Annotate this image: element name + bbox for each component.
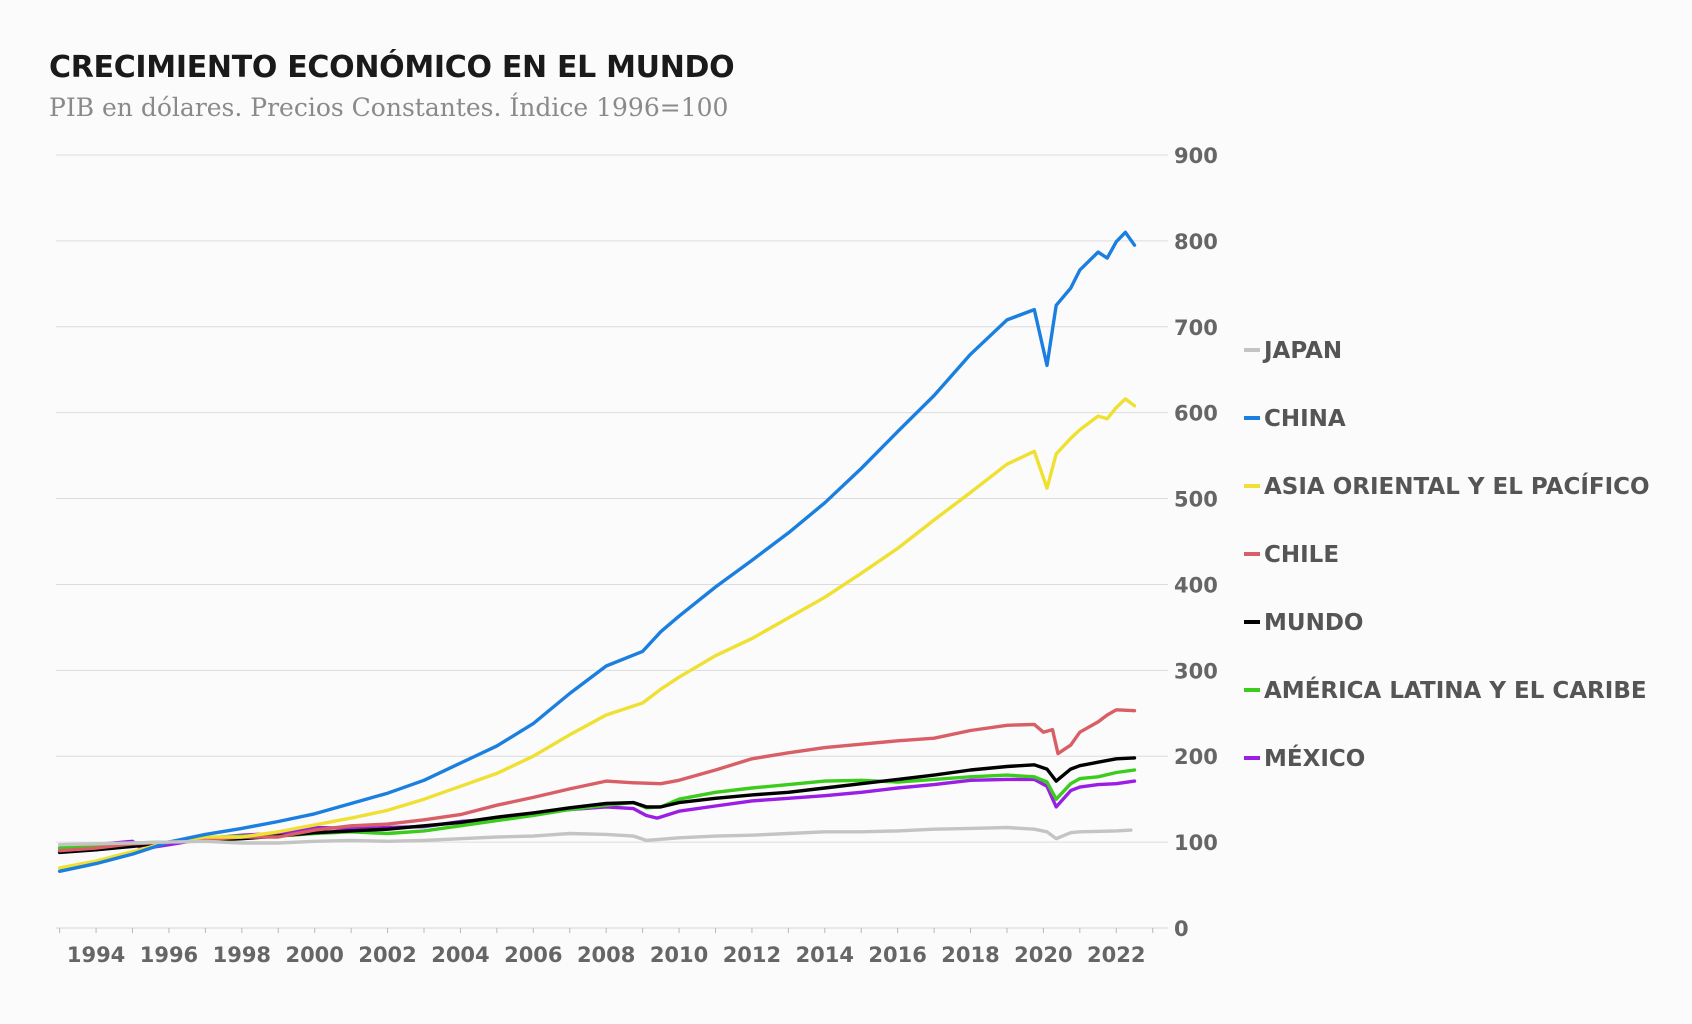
x-axis: 1994 1996 1998 2000 2002 2004 2006 2008 2010 2012… — [59, 928, 1154, 967]
series-line-chile — [57, 708, 1137, 853]
legend-label: JAPAN — [1262, 338, 1342, 364]
x-tick-label: 2008 — [577, 943, 635, 967]
x-tick-label: 1996 — [140, 943, 198, 967]
legend-item: AMÉRICA LATINA Y EL CARIBE — [1244, 676, 1647, 704]
y-tick-label: 700 — [1174, 316, 1218, 340]
legend-label: CHILE — [1264, 542, 1339, 568]
legend-item: CHINA — [1244, 406, 1346, 432]
y-tick-label: 0 — [1174, 917, 1189, 941]
x-tick-label: 2012 — [723, 943, 781, 967]
legend-item: MUNDO — [1244, 610, 1363, 636]
x-tick-label: 2002 — [358, 943, 416, 967]
legend-item: MÉXICO — [1244, 744, 1365, 772]
legend-label: AMÉRICA LATINA Y EL CARIBE — [1264, 676, 1647, 704]
x-tick-label: 2014 — [796, 943, 854, 967]
legend-label: ASIA ORIENTAL Y EL PACÍFICO — [1264, 472, 1650, 500]
chart-subtitle: PIB en dólares. Precios Constantes. Índi… — [49, 93, 729, 122]
y-tick-label: 200 — [1174, 745, 1218, 769]
chart-title: CRECIMIENTO ECONÓMICO EN EL MUNDO — [49, 50, 735, 85]
y-tick-label: 400 — [1174, 573, 1218, 597]
x-tick-label: 1994 — [67, 943, 125, 967]
x-tick-label: 2006 — [504, 943, 562, 967]
x-tick-label: 2016 — [868, 943, 926, 967]
series-line-japan — [57, 825, 1133, 847]
x-tick-label: 2022 — [1087, 943, 1145, 967]
x-tick-label: 1998 — [213, 943, 271, 967]
y-tick-label: 500 — [1174, 488, 1218, 512]
series-line-asia-oriental-y-el-pac-fico — [57, 397, 1137, 870]
x-tick-label: 2004 — [431, 943, 489, 967]
legend-item: CHILE — [1244, 542, 1339, 568]
legend-label: CHINA — [1264, 406, 1346, 432]
x-tick-label: 2018 — [941, 943, 999, 967]
y-tick-label: 300 — [1174, 659, 1218, 683]
legend-label: MÉXICO — [1264, 744, 1365, 772]
legend: JAPAN CHINA ASIA ORIENTAL Y EL PACÍFICO CHI… — [1244, 338, 1650, 772]
series-lines — [57, 230, 1137, 873]
y-tick-label: 100 — [1174, 831, 1218, 855]
x-tick-label: 2000 — [285, 943, 343, 967]
gridlines — [56, 154, 1168, 929]
x-tick-label: 2020 — [1014, 943, 1072, 967]
y-tick-label: 900 — [1174, 144, 1218, 168]
series-line-china — [57, 230, 1137, 873]
legend-label: MUNDO — [1264, 610, 1363, 636]
y-axis-ticks: 0 100 200 300 400 500 600 700 800 900 — [1174, 144, 1218, 941]
legend-item: ASIA ORIENTAL Y EL PACÍFICO — [1244, 472, 1650, 500]
y-tick-label: 600 — [1174, 402, 1218, 426]
y-tick-label: 800 — [1174, 230, 1218, 254]
legend-item: JAPAN — [1244, 338, 1342, 364]
x-tick-label: 2010 — [650, 943, 708, 967]
